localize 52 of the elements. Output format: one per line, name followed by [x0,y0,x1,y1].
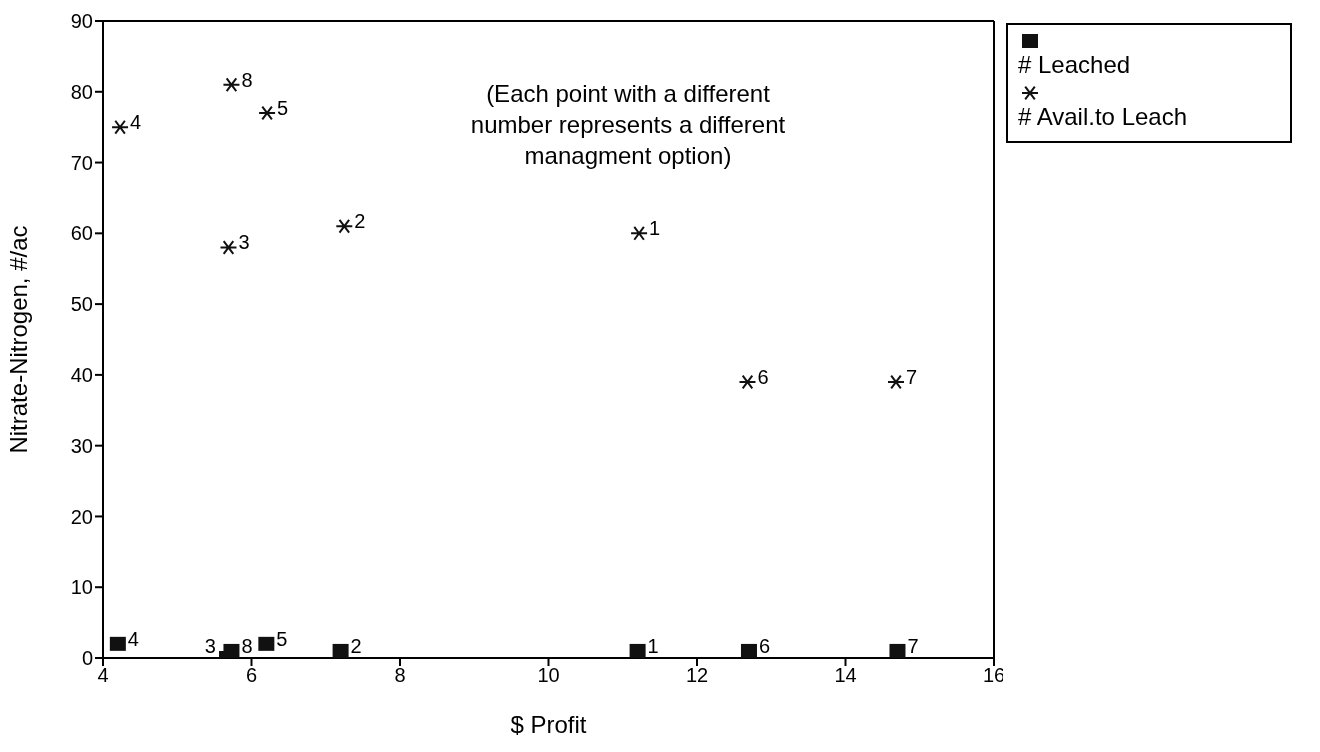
annotation: 7 [905,365,918,388]
x-tick-label: 4 [97,664,109,687]
y-tick-label: 60 [70,222,93,245]
point [335,218,354,234]
annotation: 8 [241,634,253,657]
annotation: 1 [647,634,659,657]
point [258,636,275,651]
point [111,119,130,135]
annotation: 3 [238,231,250,254]
annotation: 3 [204,635,216,657]
point [629,643,646,658]
y-tick-label: 40 [70,363,93,386]
y-tick-label: 0 [81,647,93,670]
point [738,374,757,390]
legend-label: # Avail.to Leach [1018,103,1189,131]
annotation: 6 [757,365,769,388]
annotation: 7 [907,634,919,657]
point [258,105,277,121]
point [219,240,238,255]
y-tick-label: 70 [70,151,93,174]
point [889,643,906,658]
x-tick-label: 6 [245,664,258,687]
point [223,643,240,658]
point [332,643,349,658]
annotation: 2 [354,210,366,233]
y-axis-title: Nitrate-Nitrogen, #/ac [4,225,32,454]
point [109,636,126,651]
y-tick-label: 30 [70,434,93,457]
y-tick-label: 10 [70,576,93,599]
y-tick-label: 80 [70,80,93,103]
annotation: 5 [277,97,289,120]
annotation: 8 [241,68,253,91]
y-tick-label: 50 [70,293,93,316]
point [886,374,905,390]
annotation: 6 [758,634,771,657]
point [630,225,649,241]
y-tick-label: 20 [70,505,93,528]
x-tick-label: 14 [834,664,857,687]
legend-label: # Leached [1018,51,1132,79]
x-axis-title: $ Profit [510,711,587,738]
x-tick-label: 10 [537,664,560,687]
annotation: 2 [350,634,362,657]
x-tick-label: 8 [394,664,406,687]
y-tick-label: 90 [70,10,93,33]
annotation: (Each point with a different number represents a different managment option) [469,79,787,171]
annotation: 4 [127,627,139,650]
annotation: 5 [276,627,288,650]
annotation: 1 [649,217,661,240]
point [222,77,241,93]
annotation: 4 [130,111,142,134]
x-tick-label: 12 [685,664,709,687]
point [740,643,757,658]
